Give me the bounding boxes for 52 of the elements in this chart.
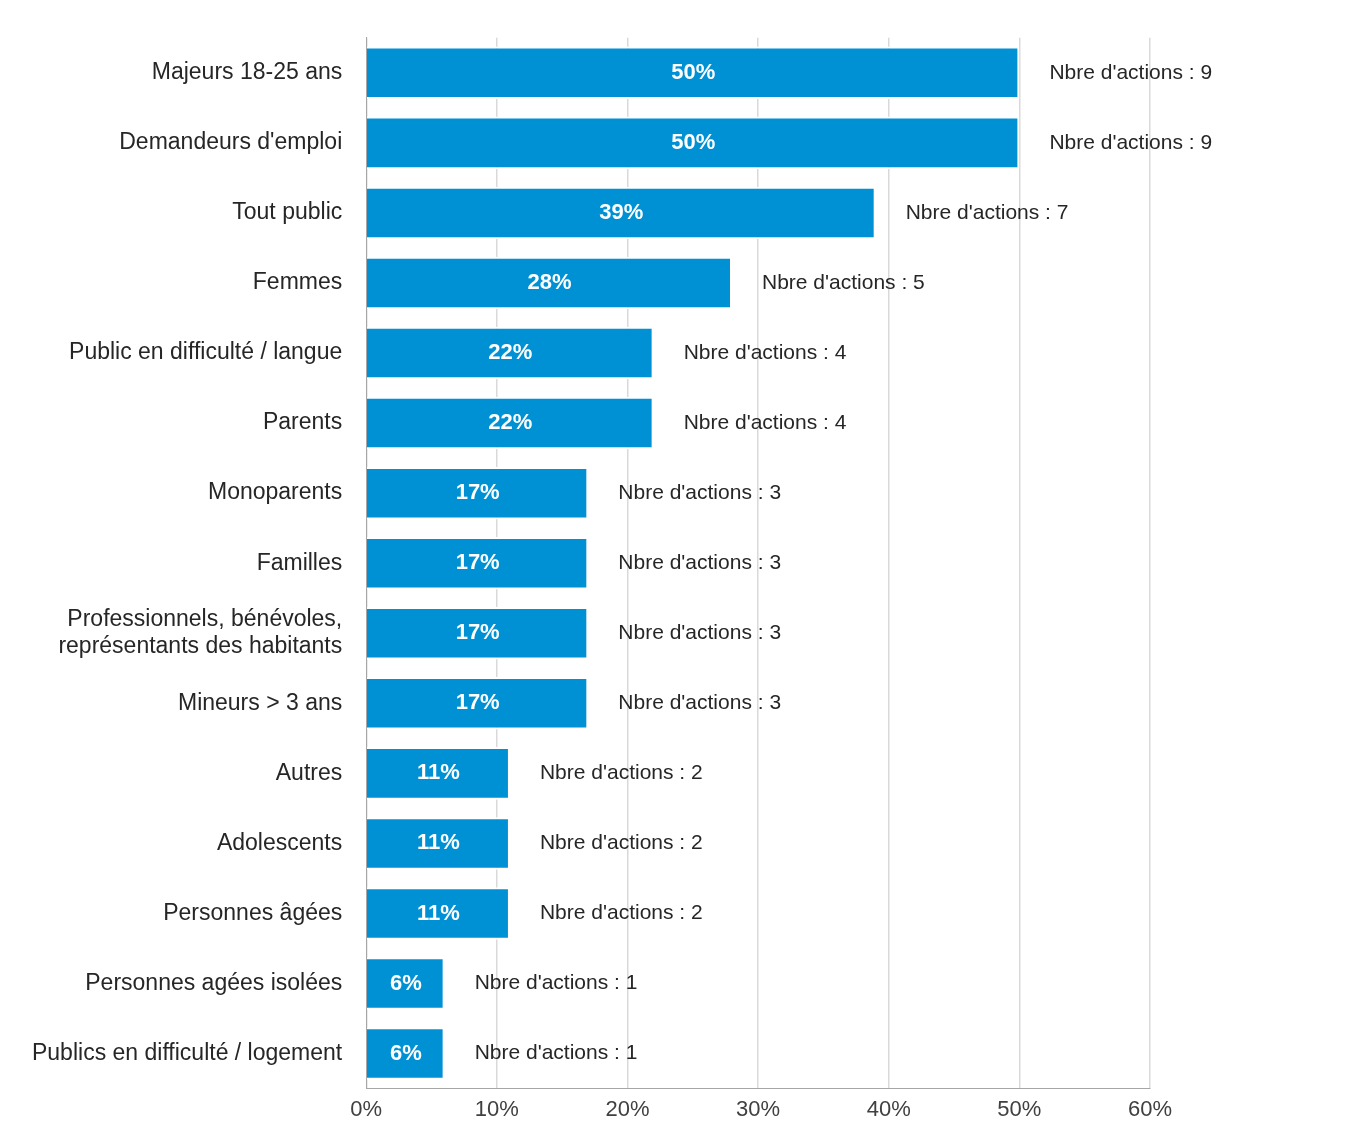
- y-tick-label: Mineurs > 3 ans: [177, 688, 343, 715]
- y-tick-label: Adolescents: [216, 828, 343, 855]
- x-tick-label: 0%: [350, 1095, 383, 1121]
- y-tick-label: Femmes: [252, 268, 343, 295]
- y-tick-label: Demandeurs d'emploi: [119, 128, 343, 155]
- data-label: 22%: [488, 339, 533, 365]
- x-tick-label: 50%: [997, 1095, 1042, 1121]
- annotation: Nbre d'actions : 2: [539, 760, 703, 784]
- data-label: 6%: [389, 1039, 422, 1065]
- y-tick-label: Personnes âgées: [163, 898, 343, 925]
- y-tick-label: Familles: [256, 548, 343, 575]
- data-label: 28%: [527, 269, 572, 295]
- x-tick-label: 40%: [866, 1095, 911, 1121]
- annotation: Nbre d'actions : 2: [539, 900, 703, 924]
- data-label: 6%: [389, 969, 422, 995]
- data-label: 50%: [671, 128, 716, 154]
- data-label: 17%: [455, 549, 500, 575]
- annotation: Nbre d'actions : 3: [618, 479, 782, 503]
- data-label: 11%: [417, 899, 460, 925]
- annotation: Nbre d'actions : 4: [683, 339, 847, 363]
- x-tick-label: 10%: [474, 1095, 519, 1121]
- annotation: Nbre d'actions : 1: [474, 1040, 638, 1064]
- annotation: Nbre d'actions : 3: [618, 550, 782, 573]
- data-label: 50%: [671, 58, 716, 84]
- annotation: Nbre d'actions : 4: [683, 409, 847, 433]
- x-tick-label: 30%: [736, 1095, 781, 1121]
- data-label: 17%: [455, 689, 500, 715]
- y-tick-label: Public en difficulté / langue: [69, 338, 343, 365]
- annotation: Nbre d'actions : 3: [618, 620, 782, 644]
- data-label: 22%: [488, 409, 533, 435]
- annotation: Nbre d'actions : 5: [762, 269, 925, 293]
- y-tick-label: Tout public: [232, 198, 343, 225]
- data-label: 17%: [455, 619, 500, 645]
- x-tick-label: 20%: [605, 1095, 650, 1121]
- data-label: 39%: [599, 199, 644, 224]
- data-label: 11%: [417, 759, 460, 785]
- annotation: Nbre d'actions : 9: [1049, 59, 1213, 83]
- x-tick-label: 60%: [1127, 1095, 1173, 1121]
- y-tick-label: Monoparents: [208, 478, 343, 505]
- annotation: Nbre d'actions : 3: [618, 690, 782, 714]
- y-tick-label: Publics en difficulté / logement: [31, 1038, 343, 1065]
- annotation: Nbre d'actions : 7: [905, 199, 1069, 223]
- data-label: 11%: [417, 829, 460, 855]
- y-tick-label: Autres: [275, 758, 343, 785]
- data-label: 17%: [455, 479, 500, 505]
- annotation: Nbre d'actions : 2: [539, 830, 703, 854]
- y-tick-label: Parents: [262, 408, 343, 435]
- y-tick-label: Professionnels, bénévoles, représentants des habitants: [58, 604, 343, 659]
- y-tick-label: Personnes agées isolées: [85, 968, 343, 995]
- y-tick-label: Majeurs 18-25 ans: [151, 58, 343, 85]
- annotation: Nbre d'actions : 9: [1049, 129, 1213, 153]
- annotation: Nbre d'actions : 1: [474, 970, 638, 994]
